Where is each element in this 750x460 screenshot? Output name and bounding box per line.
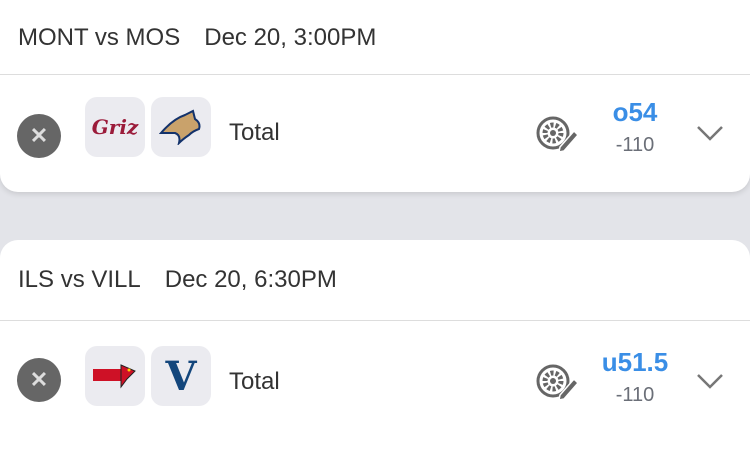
team-logo-montana: Griz — [85, 97, 145, 157]
bet-price: -110 — [615, 134, 655, 156]
matchup: MONT vs MOS — [18, 24, 181, 51]
game-header: ILS vs VILL Dec 20, 6:30PM — [0, 240, 750, 321]
game-date: Dec 20, 6:30PM — [164, 266, 337, 293]
odds-display[interactable]: o54 -110 — [580, 97, 690, 157]
bet-line: u51.5 — [601, 347, 669, 377]
chevron-down-icon[interactable] — [696, 373, 724, 394]
bet-row: ✕ V Total u51.5 -110 — [0, 321, 750, 436]
chevron-down-icon[interactable] — [696, 125, 724, 146]
remove-bet-button[interactable]: ✕ — [17, 114, 61, 158]
team-logo-montana-state — [151, 97, 211, 157]
edit-settings-icon[interactable] — [536, 363, 580, 406]
game-header: MONT vs MOS Dec 20, 3:00PM — [0, 0, 750, 75]
bet-card: MONT vs MOS Dec 20, 3:00PM ✕ Griz Total … — [0, 0, 750, 192]
game-date: Dec 20, 3:00PM — [204, 24, 377, 51]
team-logo-illinois-state — [85, 346, 145, 406]
close-icon: ✕ — [29, 367, 49, 392]
market-label: Total — [229, 368, 280, 395]
team-logo-villanova: V — [151, 346, 211, 406]
edit-settings-icon[interactable] — [536, 115, 580, 158]
odds-display[interactable]: u51.5 -110 — [580, 347, 690, 407]
market-label: Total — [229, 119, 280, 146]
bet-price: -110 — [615, 384, 655, 406]
bet-line: o54 — [612, 97, 658, 127]
bet-row: ✕ Griz Total o54 -110 — [0, 75, 750, 190]
close-icon: ✕ — [29, 123, 49, 148]
matchup: ILS vs VILL — [18, 266, 141, 293]
bet-card: ILS vs VILL Dec 20, 6:30PM ✕ V Total u51… — [0, 240, 750, 460]
remove-bet-button[interactable]: ✕ — [17, 358, 61, 402]
